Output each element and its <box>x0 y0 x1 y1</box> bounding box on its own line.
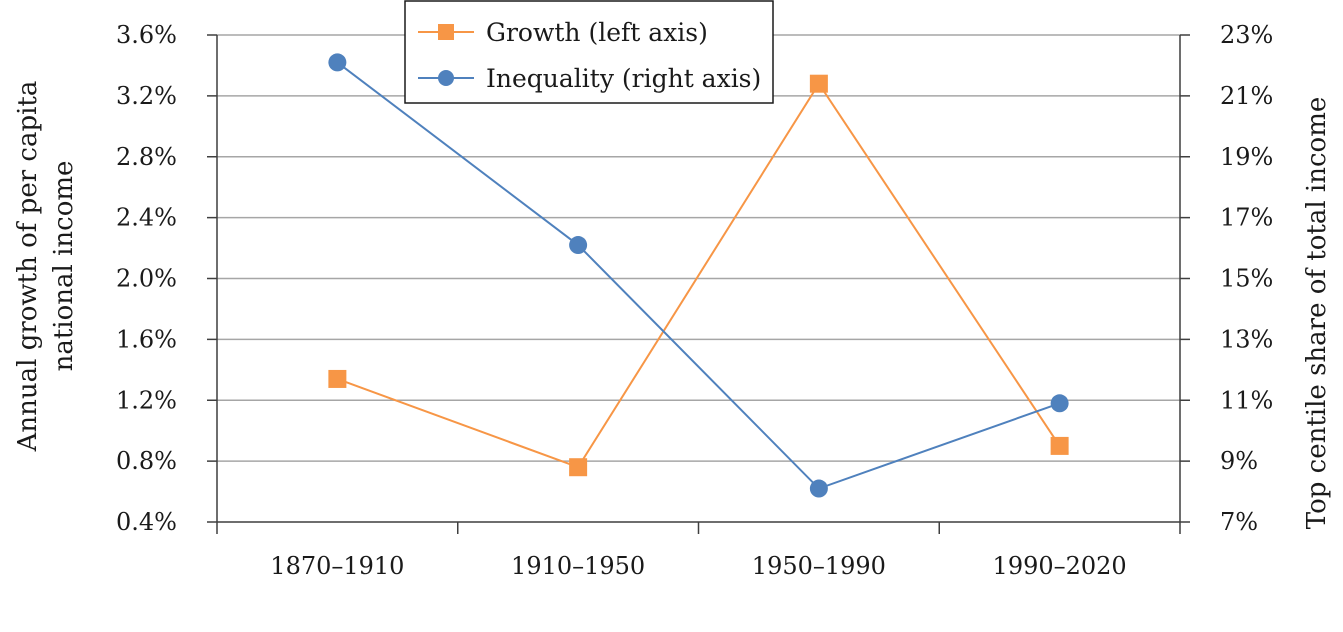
left-axis-title-line-2: national income <box>49 161 79 372</box>
x-tick-label: 1910–1950 <box>511 552 645 580</box>
x-tick-label: 1990–2020 <box>993 552 1127 580</box>
data-point-circle <box>569 236 588 255</box>
right-tick-label: 13% <box>1220 325 1273 353</box>
right-tick-label: 17% <box>1220 204 1273 232</box>
series-line <box>336 61 1060 490</box>
right-tick-label: 19% <box>1220 143 1273 171</box>
right-tick-label: 21% <box>1220 82 1273 110</box>
right-axis-ticks: 7% 9% 11% 13% 15% 17% 19% 21% 23% <box>1180 21 1273 536</box>
left-axis-ticks: 0.4% 0.8% 1.2% 1.6% 2.0% 2.4% 2.8% 3.2% 3.6% <box>116 21 217 536</box>
left-tick-label: 0.4% <box>116 508 177 536</box>
right-tick-label: 9% <box>1220 447 1258 475</box>
gridlines <box>217 34 1180 462</box>
left-tick-label: 3.2% <box>116 82 177 110</box>
left-tick-label: 2.8% <box>116 143 177 171</box>
series-growth <box>328 74 1069 477</box>
data-point-square <box>328 369 347 388</box>
right-tick-label: 15% <box>1220 265 1273 293</box>
series-line <box>337 81 1061 469</box>
x-tick-label: 1870–1910 <box>270 552 404 580</box>
left-tick-label: 2.0% <box>116 265 177 293</box>
data-point-square <box>569 458 588 477</box>
x-tick-label: 1950–1990 <box>752 552 886 580</box>
data-point-circle <box>1050 394 1069 413</box>
left-tick-label: 0.8% <box>116 447 177 475</box>
right-tick-label: 23% <box>1220 21 1273 49</box>
left-axis-title-line-1: Annual growth of per capita <box>13 81 43 453</box>
series <box>328 53 1069 498</box>
left-axis-title: Annual growth of per capita national inc… <box>13 81 79 453</box>
legend-item-inequality: Inequality (right axis) <box>418 64 761 93</box>
data-point-square <box>809 74 828 93</box>
left-tick-label: 1.6% <box>116 325 177 353</box>
left-tick-label: 2.4% <box>116 204 177 232</box>
x-axis-ticks: 1870–1910 1910–1950 1950–1990 1990–2020 <box>216 522 1181 580</box>
right-tick-label: 11% <box>1220 386 1273 414</box>
legend-item-growth: Growth (left axis) <box>418 18 708 47</box>
series-inequality <box>328 53 1069 498</box>
left-tick-label: 1.2% <box>116 386 177 414</box>
data-point-square <box>1050 436 1069 455</box>
legend-growth-label: Growth (left axis) <box>486 18 708 47</box>
legend-growth-marker <box>438 24 454 40</box>
right-axis-title: Top centile share of total income <box>1302 97 1332 529</box>
legend-inequality-label: Inequality (right axis) <box>486 64 761 93</box>
right-tick-label: 7% <box>1220 508 1258 536</box>
left-tick-label: 3.6% <box>116 21 177 49</box>
data-point-circle <box>328 53 347 72</box>
legend-box <box>404 0 774 104</box>
legend-inequality-marker <box>438 70 454 86</box>
data-point-circle <box>809 479 828 498</box>
legend: Growth (left axis) Inequality (right axi… <box>404 0 774 104</box>
